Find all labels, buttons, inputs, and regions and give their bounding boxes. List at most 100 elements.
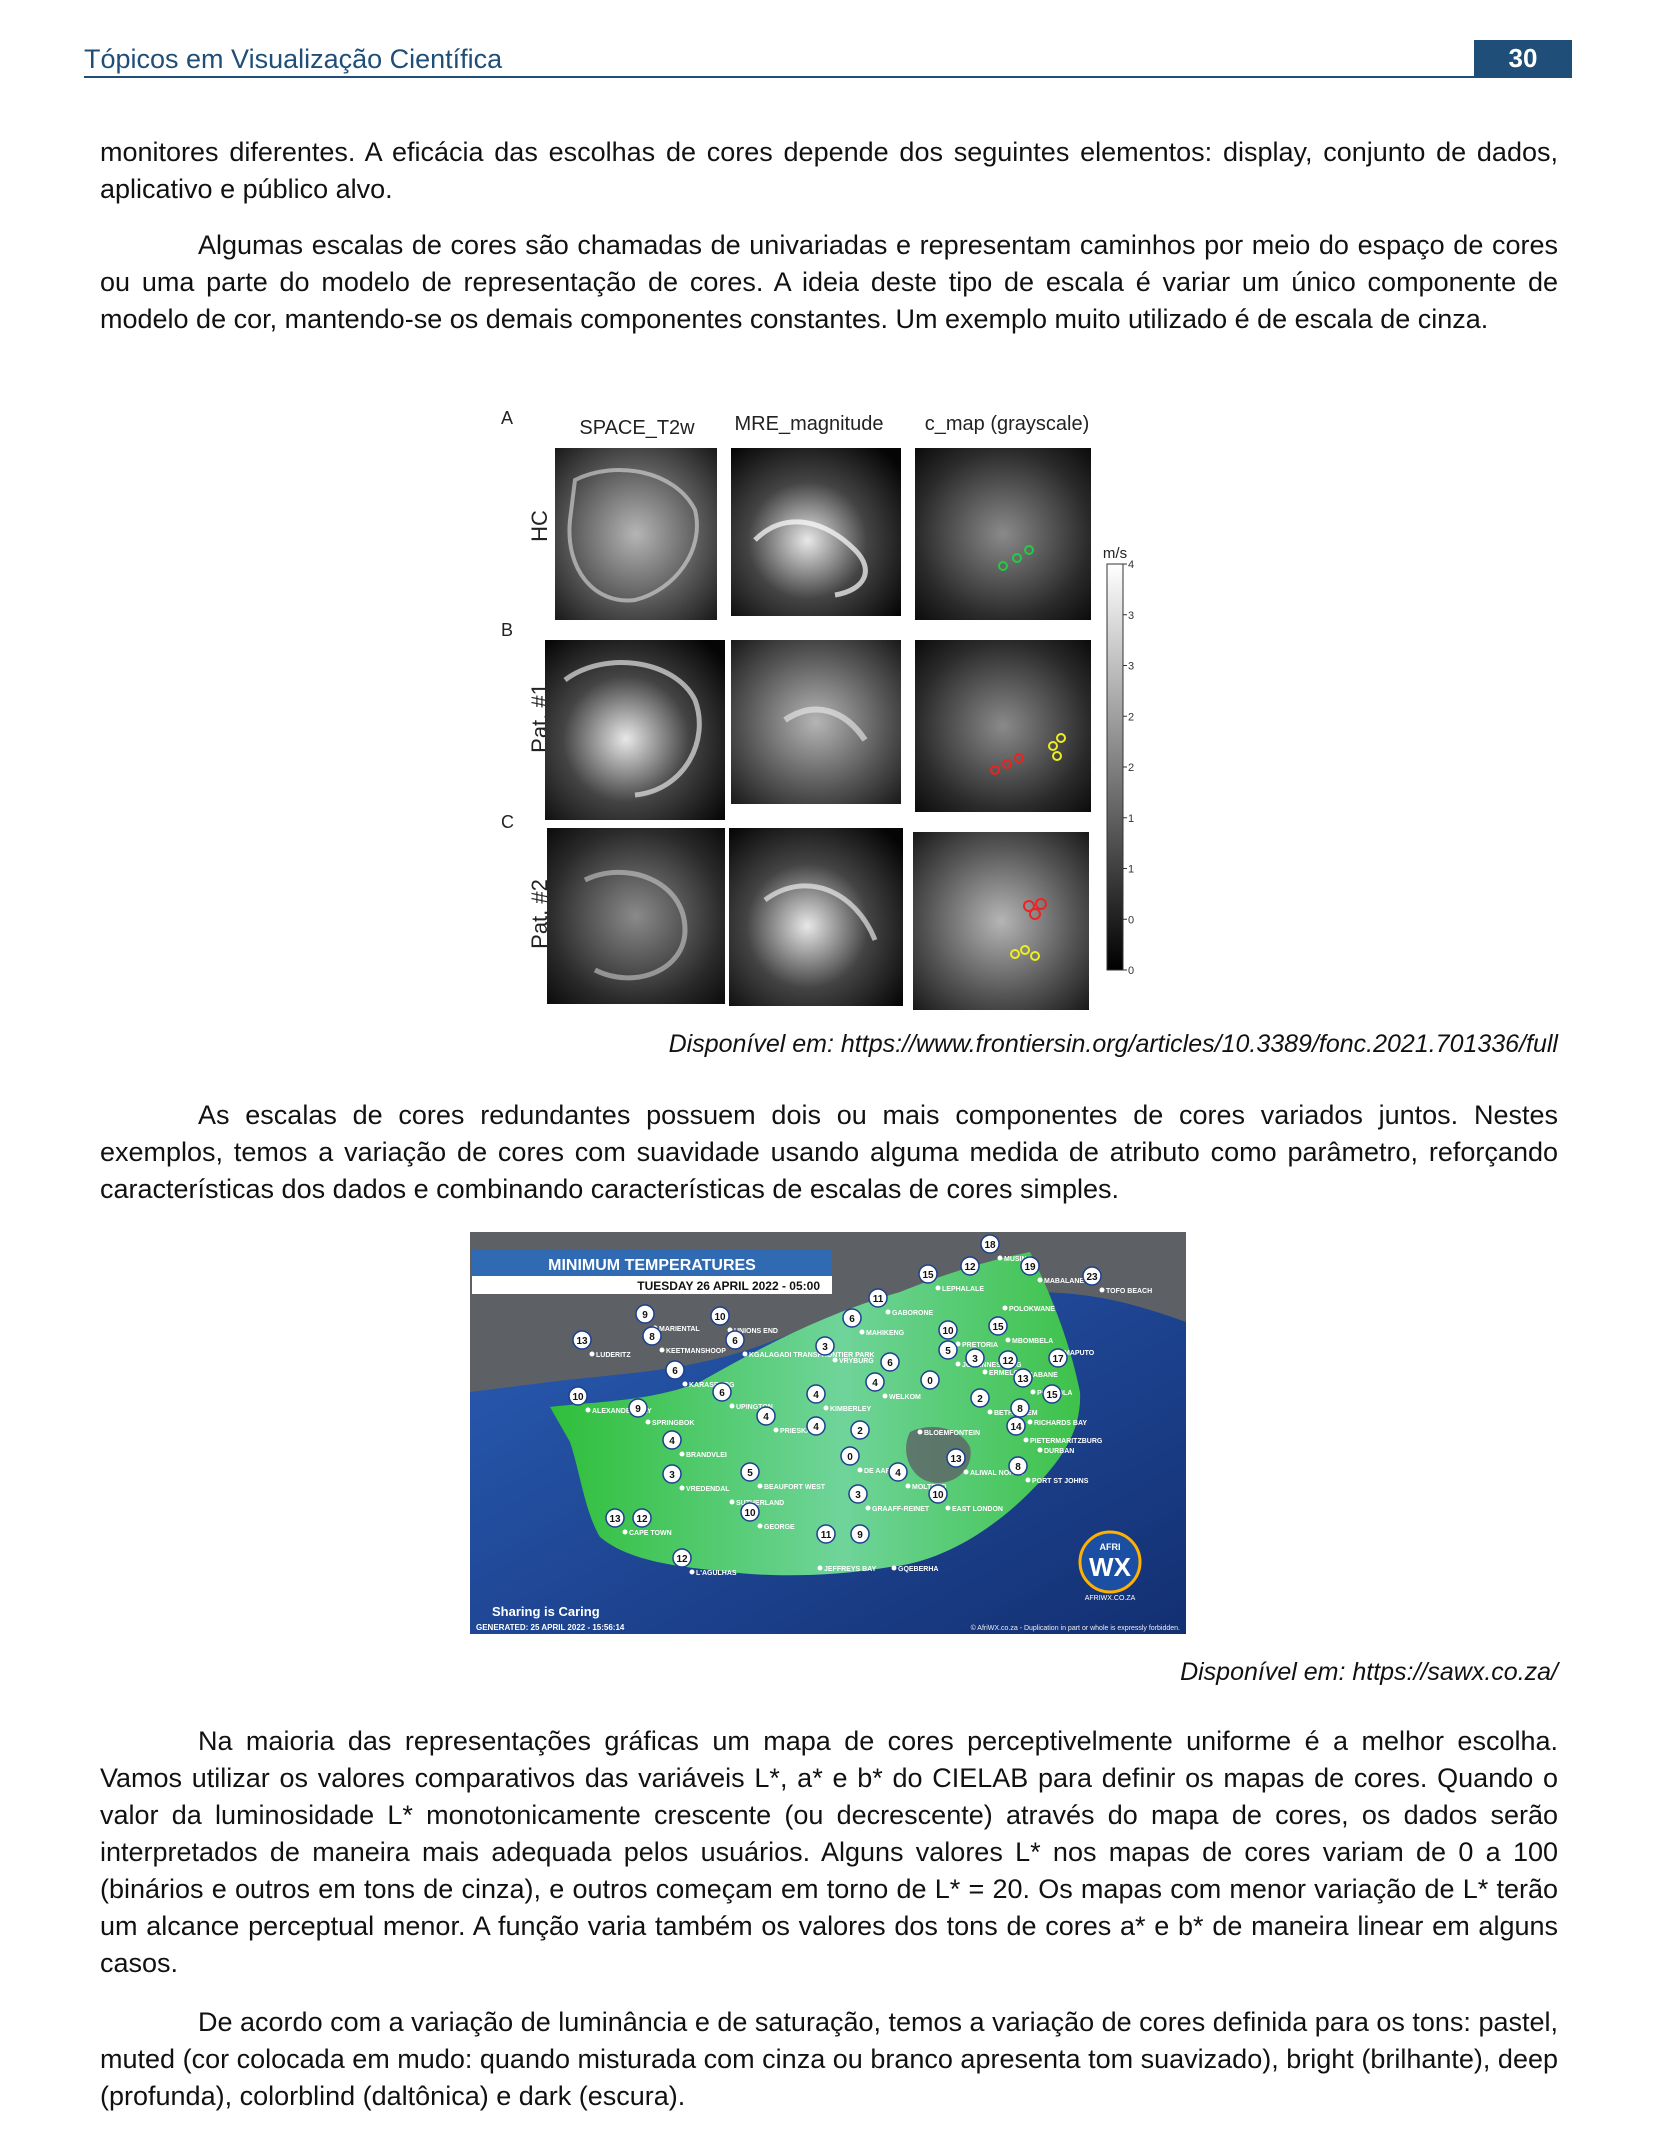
region-lesotho (906, 1427, 971, 1483)
paragraph-4: Na maioria das representações gráficas u… (100, 1726, 1558, 1978)
colorbar-tick-label: 2 (1128, 762, 1134, 774)
colorbar-tick-label: 2.5 (1128, 711, 1135, 723)
station-temp: 10 (714, 1312, 726, 1323)
station-name: PRETORIA (962, 1342, 998, 1349)
station-temp-badge (1008, 1456, 1028, 1476)
station-dot (832, 1357, 838, 1363)
station-temp-badge (568, 1386, 588, 1406)
station-dot (917, 1429, 923, 1435)
station-temp-badge (632, 1508, 652, 1528)
station-temp: 11 (821, 1530, 832, 1541)
station-marker: 13 ALIWAL NORTH (946, 1448, 1024, 1477)
mri-image-pat2-cmap (913, 832, 1089, 1010)
station-name: WELKOM (889, 1394, 921, 1401)
station-temp: 3 (669, 1470, 675, 1481)
generated-timestamp: GENERATED: 25 APRIL 2022 - 15:56:14 (476, 1623, 625, 1632)
station-temp: 4 (895, 1468, 901, 1479)
station-marker: 11 (816, 1524, 836, 1544)
station-marker: 6 KGALAGADI TRANSFRONTIER PARK (725, 1330, 874, 1359)
station-temp-badge (672, 1548, 692, 1568)
station-temp-badge (980, 1234, 1000, 1254)
station-name: SPRINGBOK (652, 1420, 694, 1427)
station-dot (773, 1427, 779, 1433)
colorbar-ticks: 4 3.5 3 2.5 2 1.5 1 0.5 0 (1123, 559, 1143, 977)
station-temp: 12 (636, 1514, 648, 1525)
sharing-text: Sharing is Caring (492, 1604, 600, 1619)
station-name: KGALAGADI TRANSFRONTIER PARK (749, 1352, 874, 1359)
station-temp-badge (946, 1448, 966, 1468)
mri-image-hc-space (555, 448, 717, 620)
station-dot (689, 1569, 695, 1575)
station-dot (679, 1451, 685, 1457)
station-name: GRAAFF-REINET (872, 1506, 930, 1513)
station-marker: 3 GRAAFF-REINET (848, 1484, 930, 1513)
station-temp: 2 (977, 1394, 983, 1405)
station-name: ERMELO (989, 1370, 1020, 1377)
station-name: LEPHALALE (942, 1286, 984, 1293)
station-dot (1099, 1287, 1105, 1293)
station-temp-badge (988, 1316, 1008, 1336)
station-name: GABORONE (892, 1310, 934, 1317)
station-marker: 3 VRYBURG (815, 1336, 874, 1365)
map-title-bar (472, 1250, 832, 1276)
station-temp-badge (1006, 1416, 1026, 1436)
station-temp: 10 (932, 1490, 944, 1501)
station-name: MBABANE (1022, 1372, 1058, 1379)
station-temp-badge (998, 1350, 1018, 1370)
page-number: 30 (1474, 40, 1572, 76)
mri-image-pat1-space (545, 640, 725, 820)
mri-figure: A B C SPACE_T2w MRE_magnitude c_map (gra… (495, 400, 1143, 1010)
station-dot (885, 1309, 891, 1315)
station-dot (645, 1419, 651, 1425)
station-dot (955, 1341, 961, 1347)
station-name: POLOKWANE (1009, 1306, 1055, 1313)
station-name: GQEBERHA (898, 1566, 938, 1573)
station-marker: 10 UNIONS END (710, 1306, 778, 1335)
station-temp-badge (725, 1330, 745, 1350)
figure-2-caption: Disponível em: https://sawx.co.za/ (1180, 1658, 1558, 1686)
station-temp: 4 (763, 1412, 769, 1423)
station-temp: 14 (1010, 1422, 1022, 1433)
station-temp-badge (635, 1304, 655, 1324)
station-temp: 17 (1052, 1354, 1064, 1365)
station-marker: 4 PRIESKA (756, 1406, 811, 1435)
station-marker: 10 PRETORIA (938, 1320, 998, 1349)
station-dot (585, 1407, 591, 1413)
station-temp: 6 (849, 1314, 855, 1325)
station-name: TOFO BEACH (1106, 1288, 1152, 1295)
station-temp-badge (756, 1406, 776, 1426)
station-temp-badge (1082, 1266, 1102, 1286)
station-temp: 12 (964, 1262, 976, 1273)
station-temp-badge (572, 1330, 592, 1350)
logo-url: AFRIWX.CO.ZA (1085, 1595, 1136, 1602)
station-marker: 0 DE AAR (840, 1446, 891, 1475)
station-marker: 13 LUDERITZ (572, 1330, 631, 1359)
station-dot (997, 1255, 1003, 1261)
station-temp: 10 (942, 1326, 954, 1337)
station-dot (823, 1405, 829, 1411)
logo-text: WX (1089, 1552, 1132, 1582)
station-name: LUDERITZ (596, 1352, 631, 1359)
station-marker: 10 EAST LONDON (928, 1484, 1003, 1513)
station-temp-badge (740, 1502, 760, 1522)
station-name: MABALANE (1044, 1278, 1084, 1285)
station-marker: 2 (850, 1420, 870, 1440)
station-marker: 9 (850, 1524, 870, 1544)
station-name: CAPE TOWN (629, 1530, 672, 1537)
colorbar-tick-label: 3 (1128, 661, 1134, 673)
station-marker: 6 (880, 1352, 900, 1372)
station-temp: 6 (672, 1366, 678, 1377)
paragraph-3: As escalas de cores redundantes possuem … (100, 1100, 1558, 1204)
station-dot (1025, 1477, 1031, 1483)
station-temp: 13 (1017, 1374, 1029, 1385)
station-temp: 12 (1002, 1356, 1014, 1367)
station-dot (963, 1469, 969, 1475)
row-label-hc: HC (527, 510, 552, 542)
station-name: PORT ST JOHNS (1032, 1478, 1089, 1485)
station-temp: 5 (747, 1468, 753, 1479)
station-temp-badge (806, 1416, 826, 1436)
station-dot (945, 1505, 951, 1511)
station-dot (729, 1403, 735, 1409)
station-dot (682, 1381, 688, 1387)
